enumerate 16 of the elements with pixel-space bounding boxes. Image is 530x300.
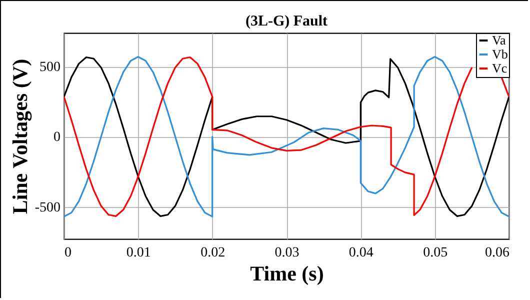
chart-title: (3L-G) Fault — [245, 14, 328, 30]
x-tick-label: 0.03 — [274, 246, 300, 260]
x-tick-label: 0.05 — [423, 246, 448, 260]
x-tick-label: 0.02 — [200, 246, 226, 260]
legend-label: Vc — [492, 60, 508, 76]
y-tick-label: 500 — [40, 60, 60, 76]
y-tick-label: -500 — [34, 200, 60, 216]
x-tick-label: 0.04 — [348, 246, 374, 260]
y-axis-title: Line Voltages (V) — [8, 58, 32, 214]
x-tick-label: 0.01 — [126, 246, 151, 260]
legend-label: Vb — [492, 46, 508, 62]
y-tick-label: 0 — [54, 130, 60, 146]
x-axis-title: Time (s) — [250, 262, 324, 286]
legend-label: Va — [492, 32, 506, 48]
x-tick-label: 0.06 — [485, 246, 510, 260]
x-tick-label: 0 — [64, 246, 72, 260]
